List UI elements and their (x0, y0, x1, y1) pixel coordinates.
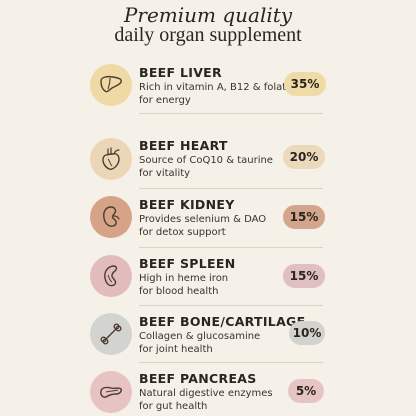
item-description: Collagen & glucosamine for joint health (139, 330, 289, 356)
headline-italic: Premium quality (123, 3, 293, 27)
bone-circle (90, 313, 132, 355)
item-title: BEEF PANCREAS (139, 371, 257, 386)
item-title: BEEF KIDNEY (139, 197, 235, 212)
list-item-bone-cartilage: BEEF BONE/CARTILAGE Collagen & glucosami… (0, 311, 416, 361)
heart-circle (90, 138, 132, 180)
list-item-liver: BEEF LIVER Rich in vitamin A, B12 & fola… (0, 62, 416, 112)
divider (139, 362, 323, 363)
headline-subtitle: daily organ supplement (114, 24, 302, 46)
bone-icon (100, 323, 122, 345)
percent-badge: 10% (289, 321, 325, 345)
percent-badge: 5% (288, 379, 324, 403)
spleen-icon (104, 265, 118, 287)
item-description: Source of CoQ10 & taurine for vitality (139, 154, 289, 180)
item-desc-line2: for blood health (139, 286, 219, 297)
list-item-kidney: BEEF KIDNEY Provides selenium & DAO for … (0, 194, 416, 244)
item-description: Provides selenium & DAO for detox suppor… (139, 213, 289, 239)
item-title: BEEF HEART (139, 138, 228, 153)
list-item-pancreas: BEEF PANCREAS Natural digestive enzymes … (0, 368, 416, 416)
list-item-heart: BEEF HEART Source of CoQ10 & taurine for… (0, 136, 416, 186)
item-description: Rich in vitamin A, B12 & folate for ener… (139, 81, 299, 107)
item-desc-line2: for detox support (139, 227, 226, 238)
item-title: BEEF LIVER (139, 65, 222, 80)
item-desc-line2: for gut health (139, 401, 208, 412)
item-desc-line1: Natural digestive enzymes (139, 388, 273, 399)
item-desc-line2: for joint health (139, 344, 213, 355)
spleen-circle (90, 255, 132, 297)
pancreas-icon (100, 386, 122, 398)
pancreas-circle (90, 371, 132, 413)
item-desc-line1: Rich in vitamin A, B12 & folate (139, 82, 293, 93)
item-desc-line1: Collagen & glucosamine (139, 331, 261, 342)
item-desc-line1: High in heme iron (139, 273, 229, 284)
item-description: High in heme iron for blood health (139, 272, 289, 298)
percent-badge: 20% (283, 145, 325, 169)
item-desc-line2: for energy (139, 95, 191, 106)
item-desc-line2: for vitality (139, 168, 191, 179)
item-desc-line1: Provides selenium & DAO (139, 214, 267, 225)
divider (139, 247, 323, 248)
percent-badge: 35% (284, 72, 326, 96)
percent-badge: 15% (283, 205, 325, 229)
kidney-circle (90, 196, 132, 238)
item-title: BEEF SPLEEN (139, 256, 236, 271)
divider (139, 113, 323, 114)
divider (139, 305, 323, 306)
divider (139, 188, 323, 189)
item-title: BEEF BONE/CARTILAGE (139, 314, 306, 329)
item-description: Natural digestive enzymes for gut health (139, 387, 289, 413)
kidney-icon (103, 206, 120, 227)
percent-badge: 15% (283, 264, 325, 288)
list-item-spleen: BEEF SPLEEN High in heme iron for blood … (0, 254, 416, 304)
item-desc-line1: Source of CoQ10 & taurine (139, 155, 273, 166)
liver-circle (90, 64, 132, 106)
liver-icon (100, 75, 122, 93)
heart-organ-icon (102, 147, 120, 170)
